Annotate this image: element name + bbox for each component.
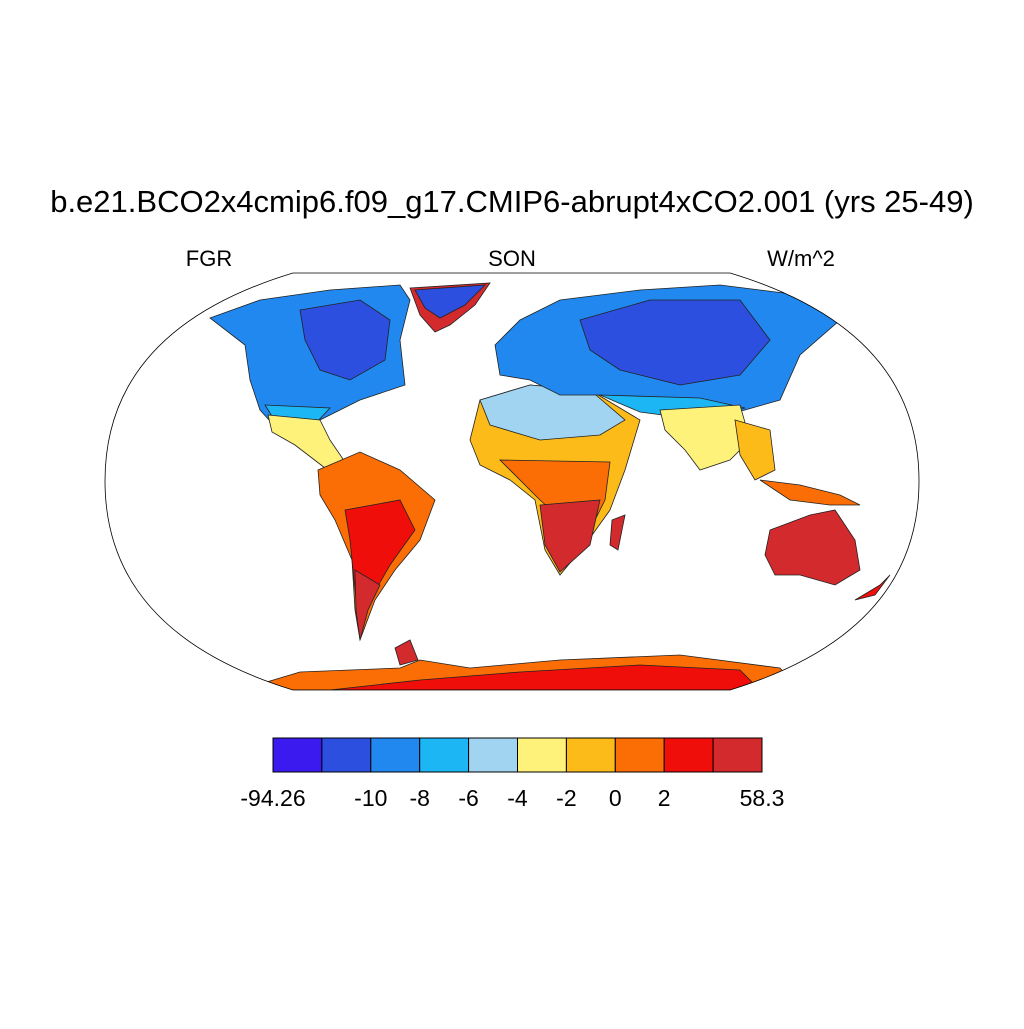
colorbar-label: -4 [507, 785, 528, 811]
colorbar-box [468, 737, 519, 773]
india [659, 404, 751, 471]
colorbar-label: -94.26 [240, 785, 305, 811]
patagonia [354, 569, 381, 641]
colorbar-label: 58.3 [740, 785, 785, 811]
colorbar-label: -10 [354, 785, 387, 811]
antarctica-interior [329, 664, 761, 690]
center-label: SON [488, 246, 536, 271]
title: b.e21.BCO2x4cmip6.f09_g17.CMIP6-abrupt4x… [50, 184, 974, 219]
new-zealand [854, 574, 891, 601]
colorbar-box [614, 737, 665, 773]
colorbar-box [663, 737, 714, 773]
madagascar [609, 514, 626, 551]
antarctic-peninsula [394, 639, 419, 666]
colorbar-box [272, 737, 323, 773]
right-label: W/m^2 [767, 246, 835, 271]
colorbar-label: -6 [458, 785, 478, 811]
southeast-asia [734, 419, 776, 481]
map [209, 282, 891, 690]
north-america-cold [299, 299, 391, 381]
colorbar-label: 0 [609, 785, 622, 811]
siberia [579, 299, 771, 386]
map-outline [104, 272, 920, 691]
colorbar-box [712, 737, 763, 773]
australia [764, 509, 861, 586]
colorbar: -94.26 -10 -8 -6 -4 -2 0 2 58.3 [240, 737, 785, 811]
left-label: FGR [186, 246, 232, 271]
greenland-interior [414, 284, 487, 319]
colorbar-label: -2 [556, 785, 576, 811]
colorbar-box [565, 737, 616, 773]
colorbar-label: 2 [658, 785, 671, 811]
colorbar-box [517, 737, 567, 773]
central-america [267, 414, 346, 469]
sahara [479, 384, 626, 441]
colorbar-box [419, 737, 470, 773]
southern-africa [539, 499, 601, 573]
colorbar-box [321, 737, 372, 773]
colorbar-box [370, 737, 421, 773]
colorbar-label: -8 [409, 785, 429, 811]
indonesia [759, 479, 861, 506]
